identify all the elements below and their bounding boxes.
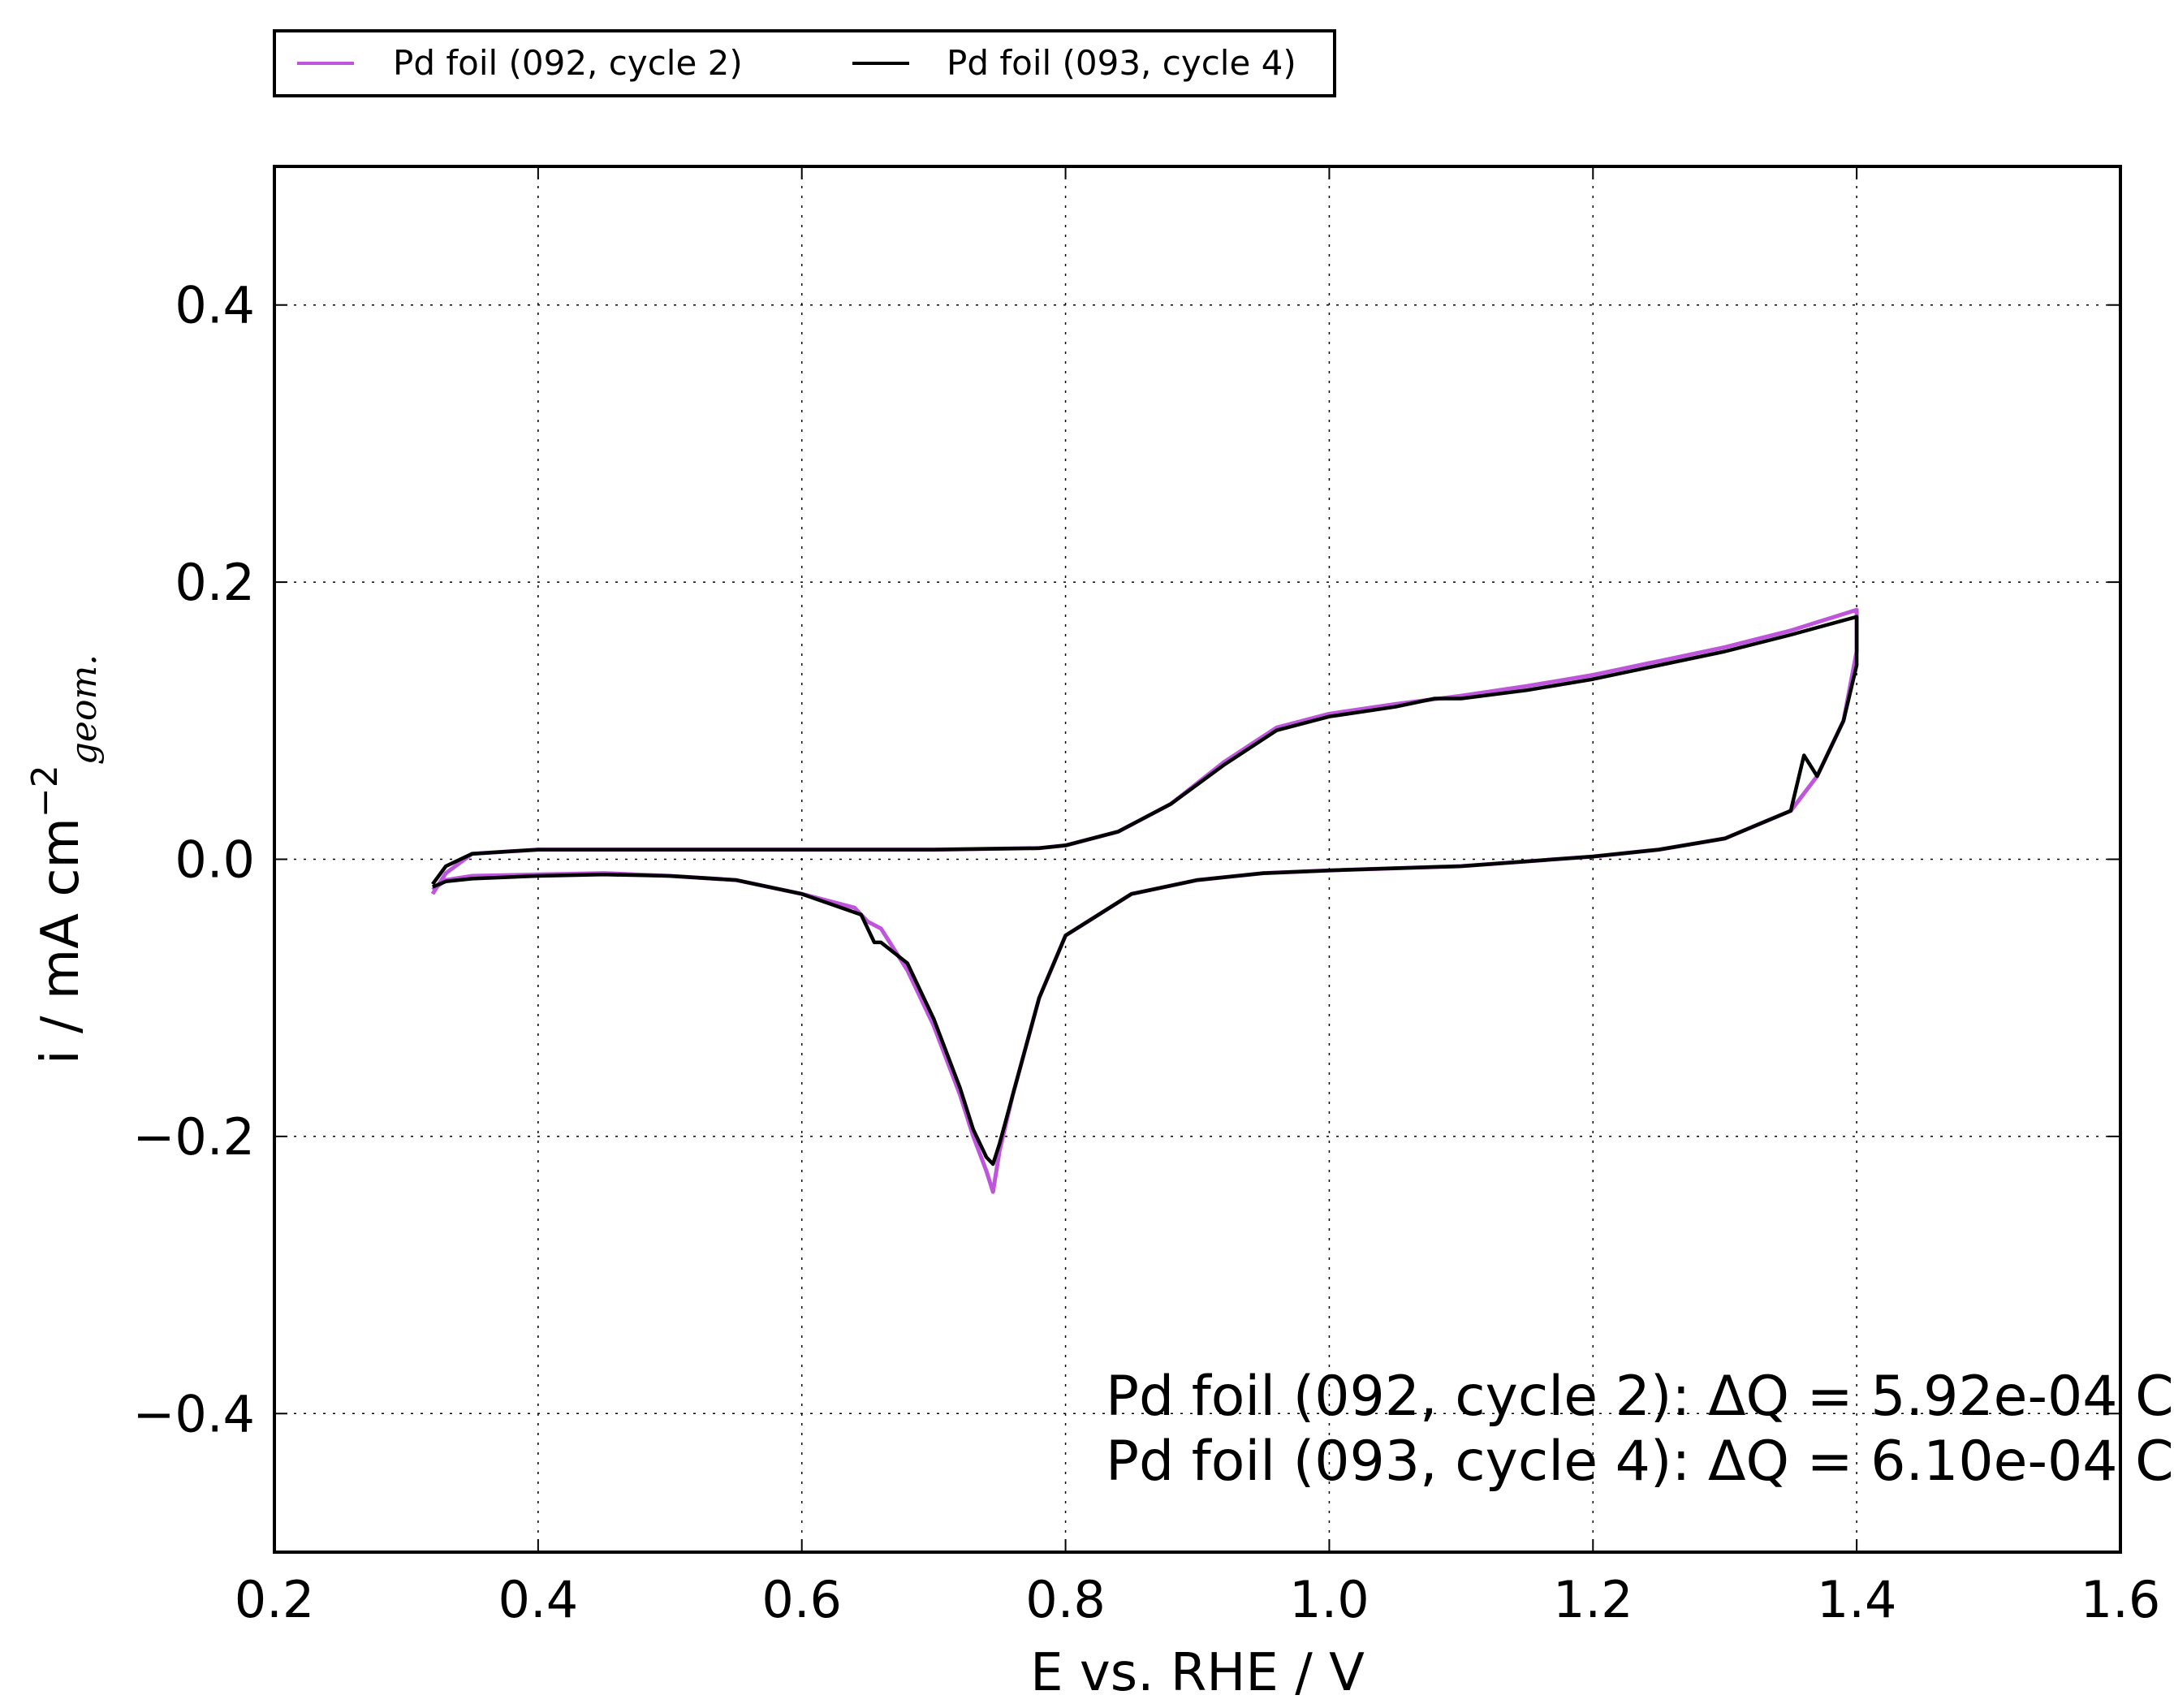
series-line-2 xyxy=(431,615,1859,1167)
x-axis-label: E vs. RHE / V xyxy=(1030,1643,1365,1703)
grid xyxy=(274,166,2120,1552)
x-tick-label: 0.8 xyxy=(1025,1570,1106,1629)
legend: Pd foil (092, cycle 2) Pd foil (093, cyc… xyxy=(273,29,1336,97)
y-axis-label: i / mA cm−2geom. xyxy=(24,654,105,1064)
legend-label-series-2: Pd foil (093, cycle 4) xyxy=(947,43,1296,83)
x-tick-label: 0.6 xyxy=(761,1570,842,1629)
x-tick-label: 1.6 xyxy=(2081,1570,2161,1629)
legend-label-series-1: Pd foil (092, cycle 2) xyxy=(393,43,743,83)
y-tick-label: 0.2 xyxy=(175,553,255,612)
tick-labels: 0.2 0.4 0.6 0.8 1.0 1.2 1.4 1.6 −0.4 −0.2 0.0 0.2 0.… xyxy=(132,276,2160,1629)
y-axis-label-main: i / mA cm xyxy=(31,817,91,1064)
y-tick-label: 0.0 xyxy=(175,830,255,890)
y-axis-label-sup: −2 xyxy=(24,765,66,817)
charge-annotations: Pd foil (092, cycle 2): ΔQ = 5.92e-04 C … xyxy=(1106,1365,2174,1494)
x-tick-label: 1.0 xyxy=(1289,1570,1370,1629)
x-tick-label: 1.2 xyxy=(1553,1570,1633,1629)
x-tick-label: 0.2 xyxy=(235,1570,315,1629)
y-tick-label: −0.4 xyxy=(132,1384,255,1443)
x-tick-label: 0.4 xyxy=(498,1570,579,1629)
series-lines xyxy=(430,607,1859,1194)
y-tick-label: 0.4 xyxy=(175,276,255,335)
annotation-series-1-charge: Pd foil (092, cycle 2): ΔQ = 5.92e-04 C xyxy=(1106,1365,2174,1429)
y-axis-label-sub: geom. xyxy=(63,654,105,765)
x-tick-label: 1.4 xyxy=(1817,1570,1897,1629)
y-tick-label: −0.2 xyxy=(132,1107,255,1167)
axis-ticks xyxy=(274,166,2121,1552)
annotation-series-2-charge: Pd foil (093, cycle 4): ΔQ = 6.10e-04 C xyxy=(1106,1430,2174,1494)
legend-box xyxy=(273,29,1336,97)
